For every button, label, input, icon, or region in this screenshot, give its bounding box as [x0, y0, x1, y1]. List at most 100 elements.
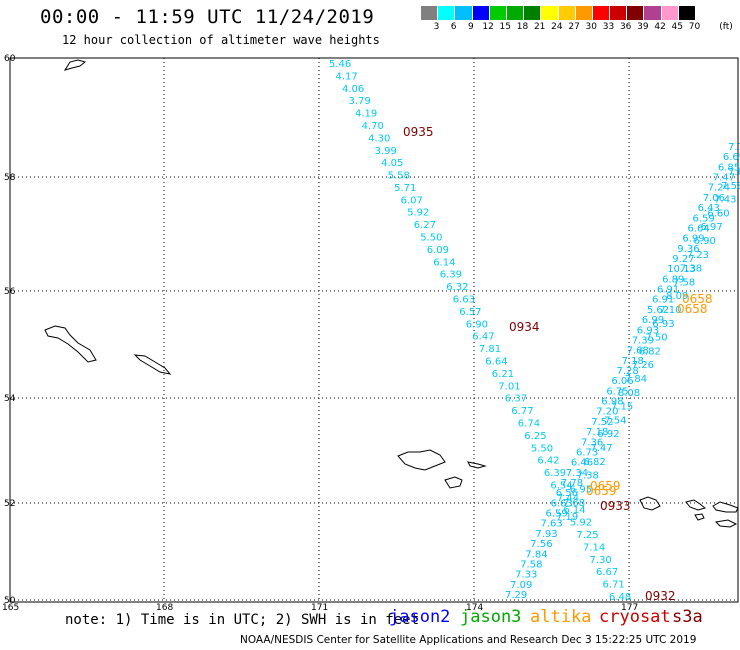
coastline-segment	[714, 519, 738, 528]
color-scale-tick: 36	[619, 22, 632, 32]
legend-jason2: jason2	[389, 607, 451, 627]
map-subtitle: 12 hour collection of altimeter wave hei…	[62, 33, 380, 47]
footer-credit: NOAA/NESDIS Center for Satellite Applica…	[240, 634, 697, 646]
legend-altika: altika	[530, 607, 592, 627]
color-scale-tick: 24	[551, 22, 563, 32]
descending-track-value: 6.09	[427, 245, 449, 256]
descending-track-value: 6.54	[550, 480, 572, 491]
coastline-segment	[44, 325, 97, 363]
ascending-track-value: 7.43	[714, 195, 736, 206]
coastline-segment	[397, 449, 446, 471]
color-scale-tick: 9	[468, 22, 474, 32]
descending-track-value: 6.39	[440, 270, 462, 281]
ascending-track-value: 7.24	[708, 183, 730, 194]
color-scale-tick: 42	[654, 22, 666, 32]
ascending-track-value: 7.36	[581, 437, 603, 448]
ascending-track-value: 7.09	[510, 580, 532, 591]
ascending-track-value: 6.99	[642, 315, 664, 326]
ascending-track-value: 7.38	[680, 264, 702, 275]
descending-track-value: 4.70	[362, 121, 384, 132]
color-swatch	[541, 6, 559, 20]
coastline-segment	[639, 496, 661, 511]
color-swatch	[421, 6, 439, 20]
ascending-track-value: 7.84	[525, 549, 547, 560]
color-swatch	[558, 6, 576, 20]
coastline-segment	[694, 513, 705, 521]
ascending-track-value: 6.92	[597, 429, 619, 440]
ascending-track-value: 8.08	[618, 388, 640, 399]
map-title: 00:00 - 11:59 UTC 11/24/2019	[40, 6, 375, 28]
color-scale-tick: 39	[637, 22, 649, 32]
orbit-time-label: 0935	[403, 125, 434, 139]
descending-track-value: 5.46	[329, 59, 351, 70]
ascending-track-value: 6.91	[652, 295, 674, 306]
ascending-track-value: 6.60	[707, 208, 729, 219]
altika-time-label: 0659	[590, 479, 621, 493]
ascending-track-value: 6.82	[639, 346, 661, 357]
descending-track-value: 6.90	[466, 319, 488, 330]
ascending-track-value: 6.98	[601, 397, 623, 408]
color-scale-tick: 70	[688, 22, 701, 32]
ascending-track-value: 7.33	[515, 570, 537, 581]
coastline-segment	[685, 499, 707, 511]
latitude-label: 60	[4, 54, 16, 64]
orbit-time-label: 0932	[645, 589, 676, 603]
ascending-track-value: 7.58	[520, 560, 542, 571]
legend-jason3: jason3	[460, 607, 522, 627]
orbit-time-label: 0933	[600, 499, 631, 513]
ascending-track-value: 6.89	[662, 274, 684, 285]
descending-track-value: 5.71	[394, 183, 416, 194]
color-scale-tick: 3	[433, 22, 440, 32]
legend-cryosat: cryosat	[599, 607, 671, 627]
color-scale-bar	[421, 6, 696, 20]
longitude-label: 171	[311, 603, 328, 613]
coastline-segment	[712, 501, 739, 513]
altika-time-label: 0659	[586, 484, 617, 498]
color-swatch	[627, 6, 645, 20]
ascending-track-value: 7.23	[687, 250, 709, 261]
latitude-label: 58	[4, 173, 16, 183]
color-swatch	[610, 6, 628, 20]
color-swatch	[489, 6, 507, 20]
ascending-track-value: 7.47	[590, 443, 612, 454]
altika-time-label: 0658	[682, 292, 713, 306]
ascending-track-value: 9.27	[672, 254, 694, 265]
ascending-track-value: 7.28	[617, 366, 639, 377]
color-swatch	[644, 6, 662, 20]
latitude-label: 52	[4, 499, 15, 509]
descending-track-value: 7.14	[583, 542, 605, 553]
coastline-segment	[444, 476, 463, 489]
ascending-track-value: 6.59	[693, 213, 715, 224]
descending-track-value: 6.27	[414, 220, 436, 231]
descending-track-value: 6.39	[544, 468, 566, 479]
ascending-track-value: 7.50	[645, 333, 667, 344]
descending-track-value: 6.63	[453, 295, 475, 306]
ascending-track-value: 7.38	[577, 471, 599, 482]
ascending-track-value: 7.06	[703, 193, 725, 204]
orbit-time-label: 0934	[509, 320, 540, 334]
ascending-track-value: 7.47	[713, 173, 735, 184]
color-scale-tick: 12	[482, 22, 494, 32]
ascending-track-value: 7.18	[586, 427, 608, 438]
ascending-track-value: 9.36	[677, 244, 699, 255]
descending-track-value: 6.67	[596, 567, 618, 578]
track-points: 5.464.17 4.063.79 4.194.704.30 3.994.05 5.58…	[329, 59, 740, 603]
color-swatch	[678, 6, 696, 20]
descending-track-value: 7.25	[576, 530, 598, 541]
ascending-track-value: 7.63	[541, 519, 563, 530]
color-scale-tick: 15	[499, 22, 511, 32]
descending-track-value: 6.71	[603, 580, 625, 591]
descending-track-value: 4.17	[336, 71, 358, 82]
descending-track-value: 6.37	[505, 394, 527, 405]
color-scale-labels: 3 6 9 12 15 18 21 24 27 30 33 36 39 42 45 70 (ft)	[421, 22, 740, 34]
descending-track-value: 6.25	[524, 431, 546, 442]
ascending-track-value: 7.15	[611, 402, 633, 413]
latitude-label: 56	[4, 287, 16, 297]
longitude-label: 168	[156, 603, 173, 613]
ascending-track-value: 7.56	[530, 539, 552, 550]
descending-track-value: 7.81	[479, 344, 501, 355]
ascending-track-value: 6.06	[611, 376, 633, 387]
